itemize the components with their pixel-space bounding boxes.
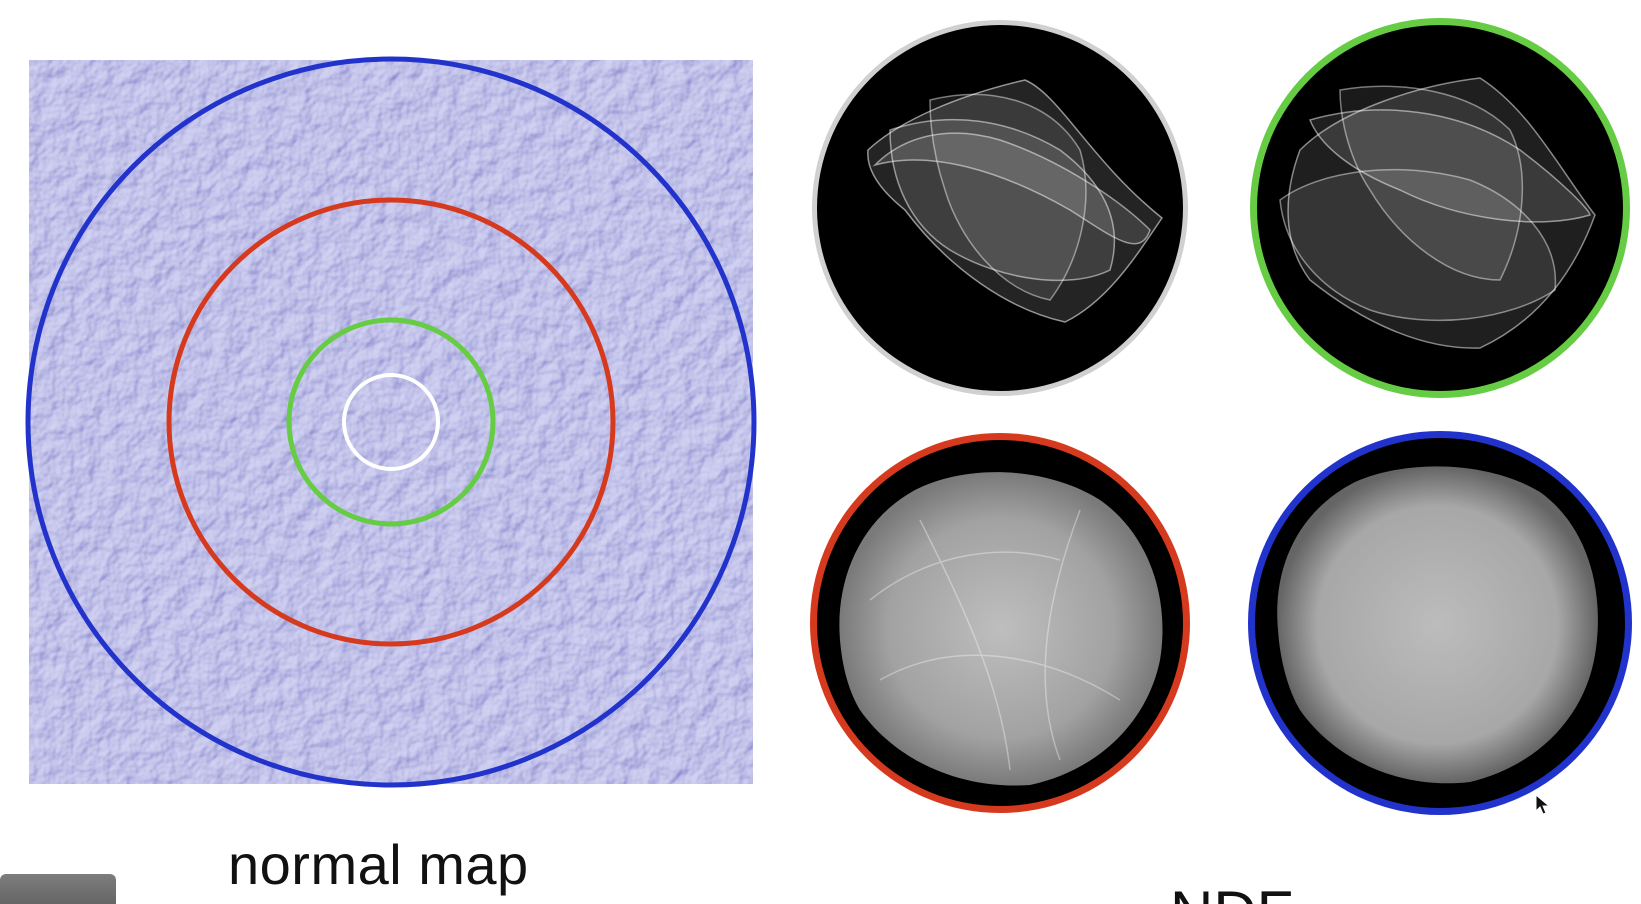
ndf-red-lobe bbox=[839, 472, 1163, 786]
ndf-blue bbox=[1248, 431, 1632, 815]
footprint-ring-red bbox=[166, 197, 616, 647]
normal-map-bumps bbox=[29, 60, 753, 784]
ndf-green bbox=[1250, 18, 1630, 398]
ndf-red bbox=[810, 433, 1190, 813]
footprint-ring-green bbox=[286, 317, 496, 527]
normal-map-caption: normal map bbox=[228, 833, 529, 896]
ndf-white-sheets bbox=[867, 79, 1164, 323]
normal-map-panel bbox=[25, 56, 757, 788]
footprint-ring-white bbox=[342, 373, 440, 471]
ndf-green-sheets bbox=[1279, 77, 1596, 349]
ndf-white bbox=[812, 20, 1188, 396]
ndf-white-disc bbox=[817, 25, 1183, 391]
mouse-cursor-icon bbox=[1535, 794, 1551, 815]
ndf-label: NDF bbox=[1170, 878, 1293, 904]
video-overlay-corner bbox=[0, 874, 116, 904]
footprint-ring-blue bbox=[25, 56, 757, 788]
ndf-blue-lobe bbox=[1277, 466, 1598, 784]
